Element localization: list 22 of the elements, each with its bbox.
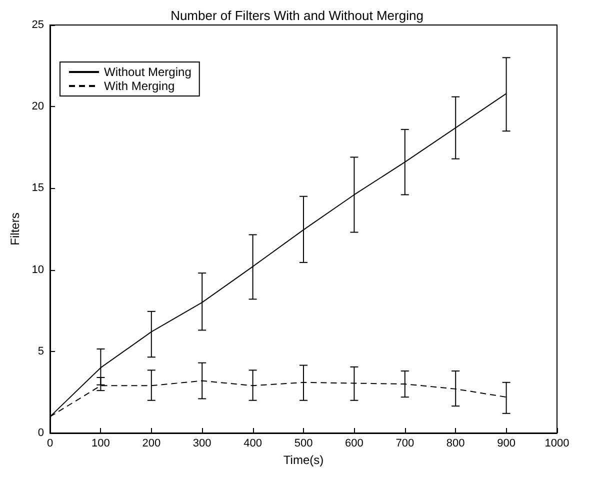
x-tick-label: 700 [396,438,414,450]
x-tick-label: 900 [497,438,516,450]
legend-label: Without Merging [104,65,192,79]
y-tick-label: 15 [32,182,44,194]
x-tick-label: 800 [446,438,465,450]
x-tick-label: 400 [244,438,262,450]
x-tick-label: 1000 [544,438,570,450]
y-tick-label: 20 [32,100,44,113]
x-axis-title: Time(s) [283,452,324,467]
x-tick-label: 600 [345,438,364,450]
y-tick-label: 5 [38,345,44,358]
x-tick-label: 300 [192,438,212,450]
x-tick-label: 0 [46,438,54,450]
legend-label: With Merging [104,79,175,93]
x-tick-label: 500 [294,438,313,450]
y-tick-label: 10 [32,264,44,276]
x-tick-label: 200 [142,438,161,450]
y-tick-label: 0 [38,427,44,439]
x-tick-label: 100 [92,438,110,450]
chart-title: Number of Filters With and Without Merging [170,8,424,23]
y-tick-label: 25 [32,19,44,31]
y-axis-title: Filters [8,212,22,246]
